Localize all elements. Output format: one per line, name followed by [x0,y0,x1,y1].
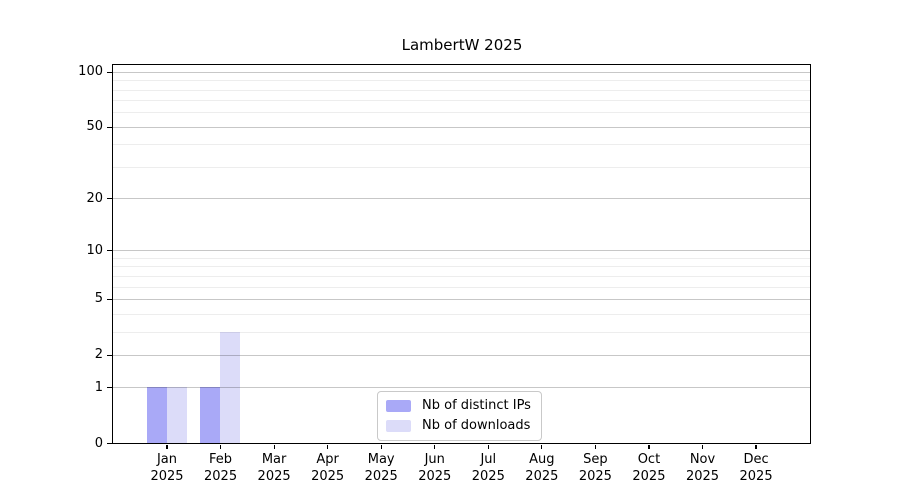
x-tick-label: Sep 2025 [567,451,623,485]
bar-distinct-ips [146,387,167,443]
minor-gridline [113,89,810,91]
x-tick-month: Aug [529,452,555,467]
y-tick-label: 20 [86,190,103,206]
x-tick-month: Nov [689,452,716,467]
x-tick-month: Sep [583,452,608,467]
x-tick-year: 2025 [525,469,559,484]
x-tick-year: 2025 [311,469,345,484]
legend: Nb of distinct IPs Nb of downloads [377,391,542,441]
y-tick-mark [107,198,112,200]
x-tick-label: Nov 2025 [675,451,731,485]
y-tick-label: 0 [94,435,103,451]
x-tick-year: 2025 [204,469,238,484]
y-tick-label: 5 [94,291,103,307]
x-tick-year: 2025 [632,469,666,484]
x-tick-month: Jan [156,452,178,467]
x-tick-mark [166,445,168,449]
x-tick-label: Aug 2025 [514,451,570,485]
x-tick-year: 2025 [418,469,452,484]
x-tick-month: Apr [316,452,339,467]
x-tick-month: Oct [637,452,661,467]
minor-gridline [113,331,810,333]
y-tick-label: 100 [78,64,103,80]
x-tick-year: 2025 [471,469,505,484]
x-tick-mark [594,445,596,449]
major-gridline [113,71,810,73]
major-gridline [113,354,810,356]
minor-gridline [113,166,810,168]
legend-item-label: Nb of distinct IPs [422,398,531,413]
x-tick-label: Apr 2025 [300,451,356,485]
minor-gridline [113,80,810,82]
x-tick-month: Feb [209,452,233,467]
x-tick-label: Jul 2025 [460,451,516,485]
minor-gridline [113,313,810,315]
x-tick-month: Dec [743,452,769,467]
x-tick-month: Mar [261,452,287,467]
x-tick-mark [219,445,222,449]
y-tick-mark [107,126,112,128]
legend-swatch [386,400,411,412]
x-tick-month: Jul [480,452,497,467]
x-tick-year: 2025 [739,469,773,484]
x-tick-mark [487,445,489,449]
y-tick-label: 50 [86,119,103,135]
major-gridline [113,250,810,252]
x-tick-label: Mar 2025 [246,451,302,485]
y-tick-mark [107,354,112,356]
legend-item-label: Nb of downloads [422,418,531,433]
plot-area: Nb of distinct IPs Nb of downloads [112,64,811,444]
x-tick-label: May 2025 [353,451,409,485]
x-tick-mark [541,445,543,449]
major-gridline [113,198,810,200]
x-tick-mark [434,445,436,449]
x-tick-label: Feb 2025 [193,451,249,485]
y-tick-mark [107,71,112,74]
minor-gridline [113,112,810,114]
y-tick-mark [107,250,112,252]
y-tick-mark [107,387,112,389]
minor-gridline [113,100,810,102]
x-tick-mark [755,445,757,449]
major-gridline [113,126,810,128]
y-tick-mark [107,298,112,301]
x-tick-year: 2025 [364,469,398,484]
minor-gridline [113,257,810,259]
x-tick-label: Dec 2025 [728,451,784,485]
chart-title: LambertW 2025 [401,36,523,54]
minor-gridline [113,266,810,268]
x-tick-label: Oct 2025 [621,451,677,485]
x-tick-year: 2025 [257,469,291,484]
x-tick-year: 2025 [685,469,720,484]
x-tick-year: 2025 [150,469,184,484]
y-tick-label: 1 [94,379,103,395]
minor-gridline [113,144,810,146]
y-tick-label: 10 [86,242,103,258]
x-tick-mark [327,445,329,449]
x-tick-label: Jun 2025 [407,451,463,485]
x-tick-mark [648,445,650,449]
bar-downloads [220,331,241,443]
legend-item: Nb of distinct IPs [386,398,531,414]
bar-downloads [166,387,187,443]
x-tick-mark [380,445,382,449]
x-tick-month: May [367,452,395,467]
x-tick-year: 2025 [578,469,612,484]
y-tick-label: 2 [94,347,103,363]
minor-gridline [113,286,810,288]
major-gridline [113,387,810,389]
x-tick-label: Jan 2025 [139,451,195,485]
x-tick-mark [701,445,704,449]
legend-swatch [386,420,411,432]
x-tick-month: Jun [424,452,445,467]
y-tick-mark [107,443,112,445]
major-gridline [113,298,810,300]
minor-gridline [113,275,810,277]
bar-distinct-ips [200,387,221,443]
x-tick-mark [273,445,275,449]
legend-item: Nb of downloads [386,418,531,434]
